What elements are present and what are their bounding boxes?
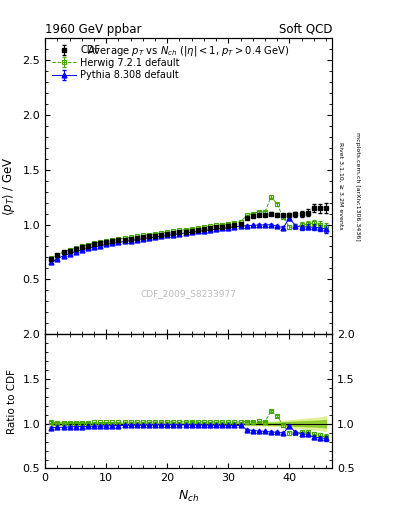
Text: 1960 GeV ppbar: 1960 GeV ppbar [45, 23, 142, 36]
Text: Rivet 3.1.10, ≥ 3.2M events: Rivet 3.1.10, ≥ 3.2M events [338, 142, 343, 230]
Text: Average $p_T$ vs $N_{ch}$ ($|\eta| < 1$, $p_T > 0.4$ GeV): Average $p_T$ vs $N_{ch}$ ($|\eta| < 1$,… [87, 45, 290, 58]
Text: mcplots.cern.ch [arXiv:1306.3436]: mcplots.cern.ch [arXiv:1306.3436] [355, 132, 360, 241]
Legend: CDF, Herwig 7.2.1 default, Pythia 8.308 default: CDF, Herwig 7.2.1 default, Pythia 8.308 … [50, 43, 182, 82]
Y-axis label: $\langle p_T \rangle$ / GeV: $\langle p_T \rangle$ / GeV [1, 156, 17, 216]
Text: CDF_2009_S8233977: CDF_2009_S8233977 [141, 290, 237, 298]
Y-axis label: Ratio to CDF: Ratio to CDF [7, 369, 17, 434]
Text: Soft QCD: Soft QCD [279, 23, 332, 36]
X-axis label: $N_{ch}$: $N_{ch}$ [178, 489, 199, 504]
